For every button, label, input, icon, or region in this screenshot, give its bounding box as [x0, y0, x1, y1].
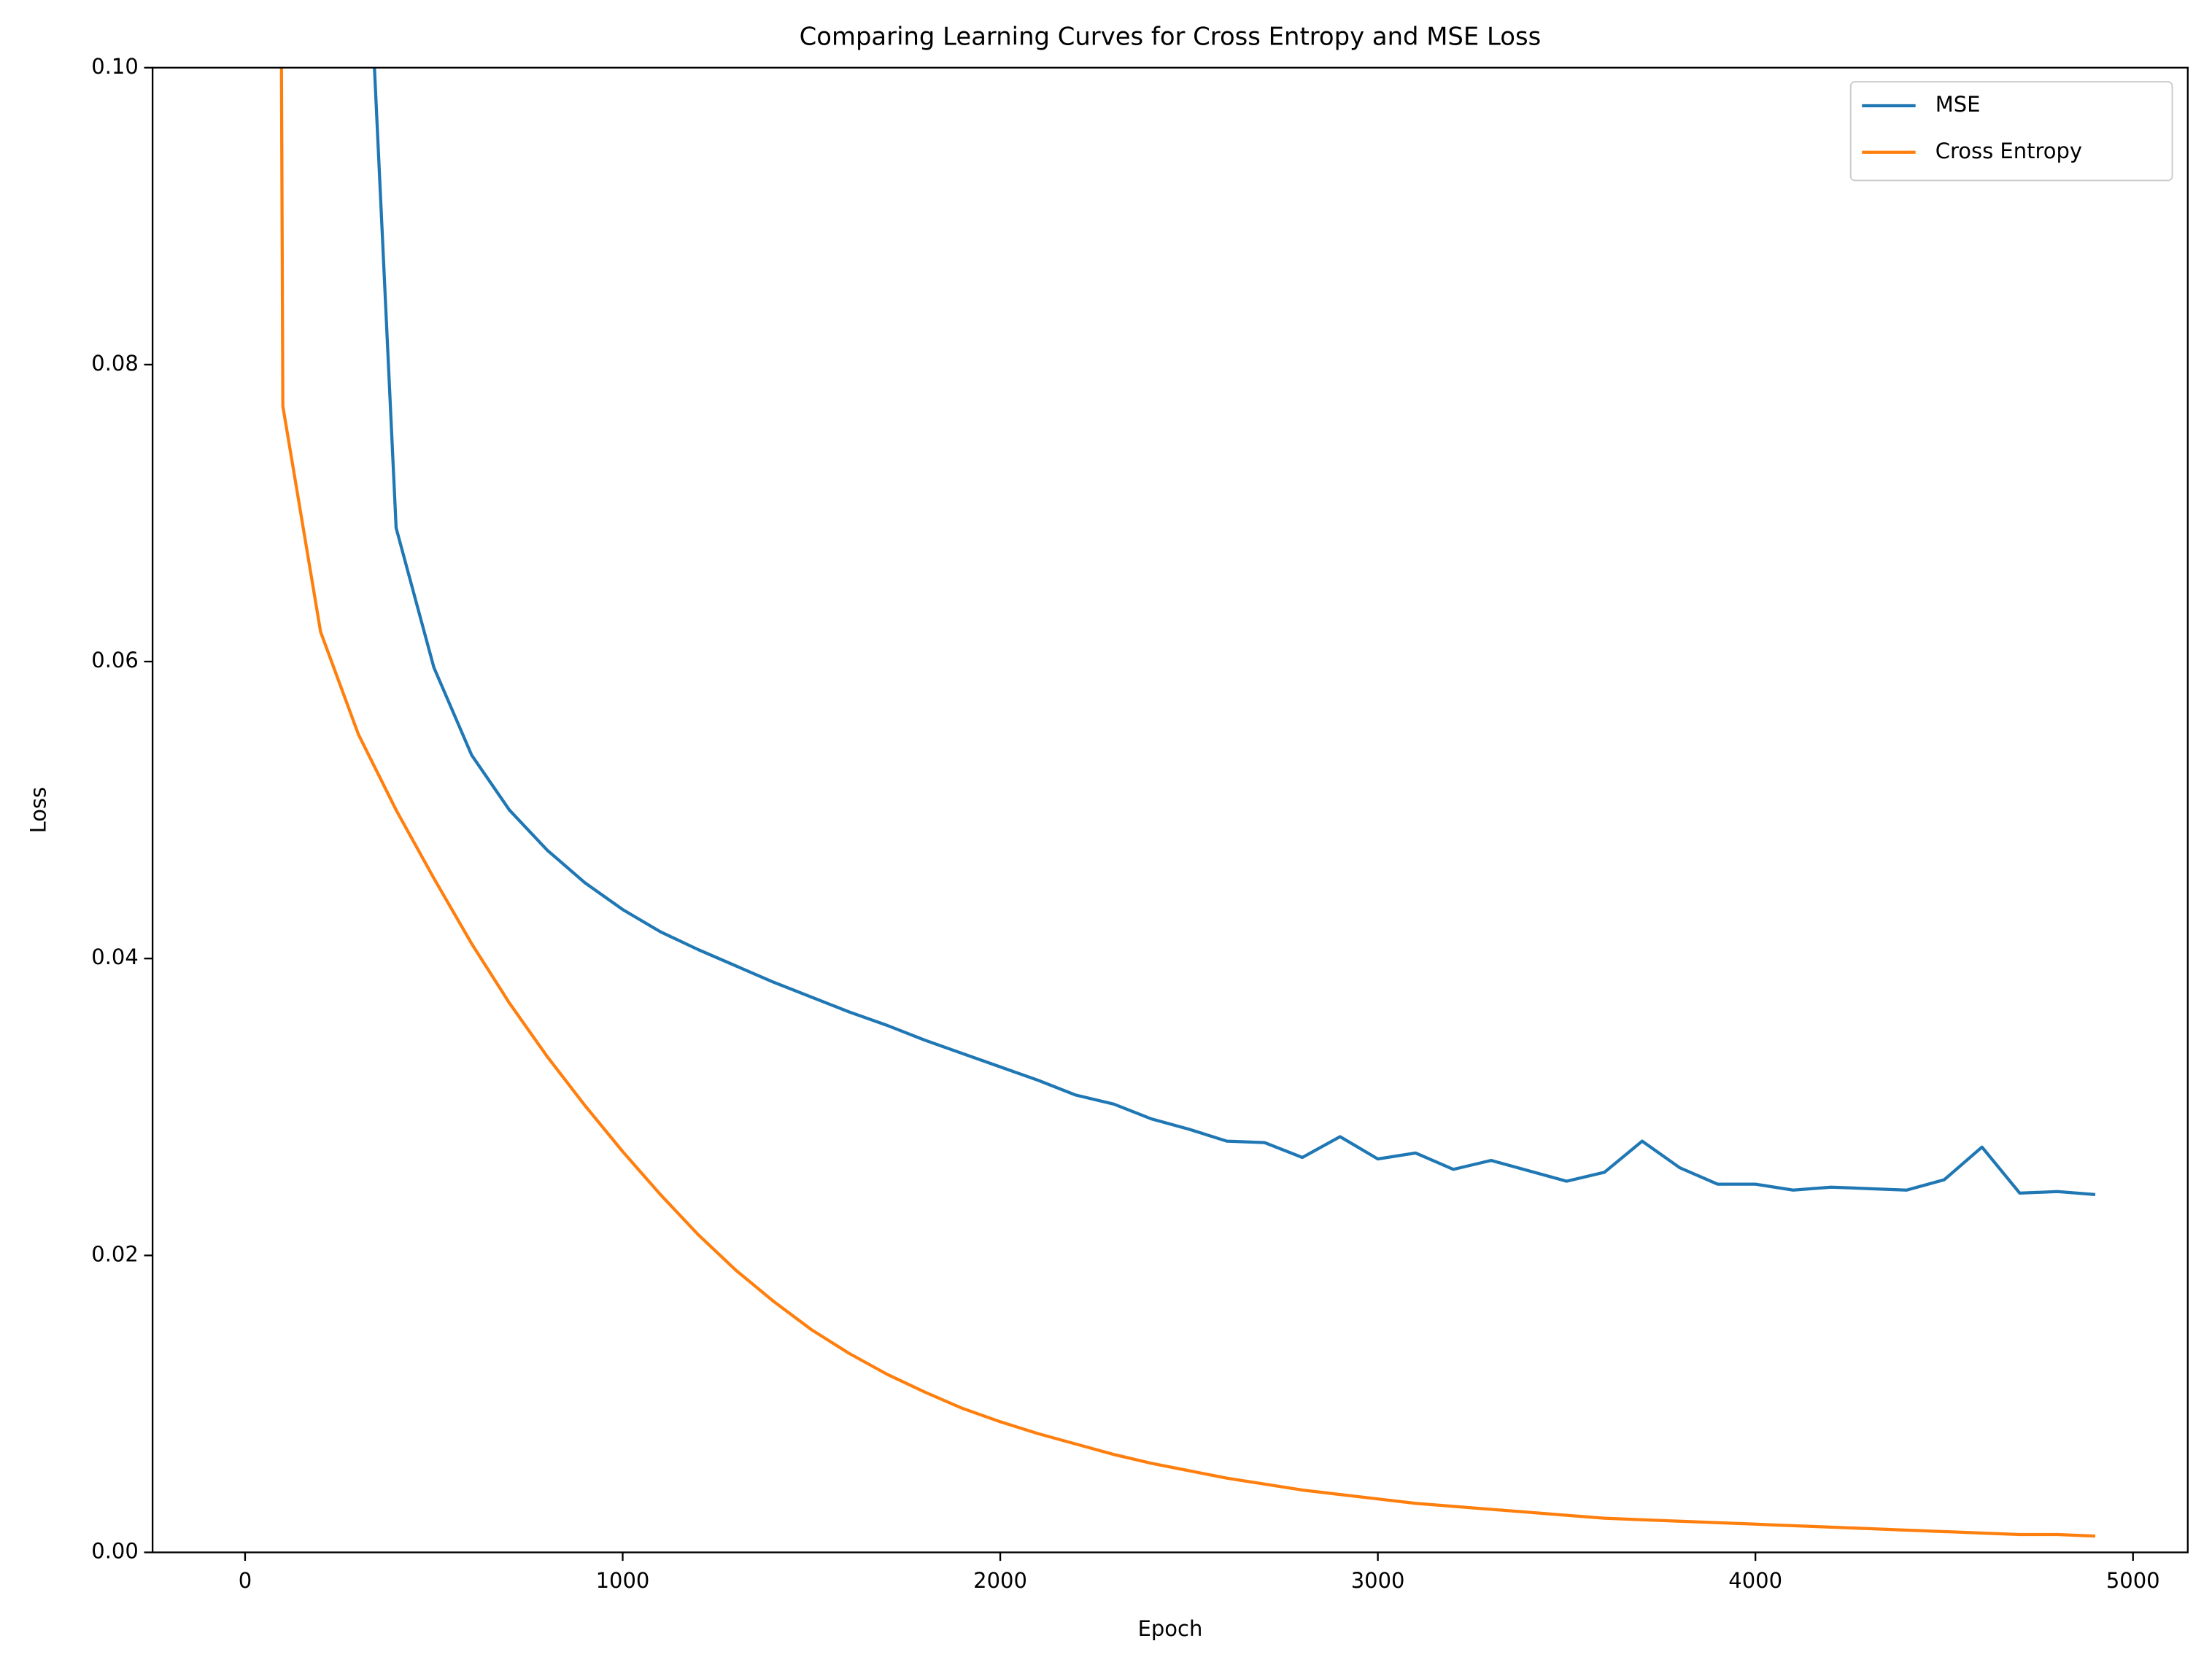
plot-area — [279, 67, 2096, 1538]
data-line — [279, 67, 2096, 1538]
axes-frame — [151, 66, 2189, 1553]
y-tick-label: 0.04 — [91, 944, 139, 969]
data-line — [373, 67, 2096, 1196]
chart-title: Comparing Learning Curves for Cross Entr… — [800, 23, 1542, 51]
x-tick-label: 5000 — [2106, 1568, 2160, 1593]
legend-box — [1849, 81, 2173, 182]
x-tick-label: 4000 — [1728, 1568, 1782, 1593]
y-axis-label: Loss — [26, 787, 50, 834]
x-tick-label: 2000 — [973, 1568, 1027, 1593]
x-axis-label: Epoch — [1138, 1616, 1203, 1641]
y-tick-label: 0.00 — [91, 1538, 139, 1563]
y-tick-label: 0.10 — [91, 54, 139, 79]
y-tick-label: 0.06 — [91, 648, 139, 672]
legend-label: MSE — [1936, 92, 1981, 117]
x-tick-label: 1000 — [596, 1568, 650, 1593]
legend-label: Cross Entropy — [1936, 139, 2082, 163]
y-tick-label: 0.02 — [91, 1241, 139, 1266]
x-tick-label: 3000 — [1351, 1568, 1405, 1593]
x-tick-label: 0 — [239, 1568, 252, 1593]
y-tick-label: 0.08 — [91, 351, 139, 376]
